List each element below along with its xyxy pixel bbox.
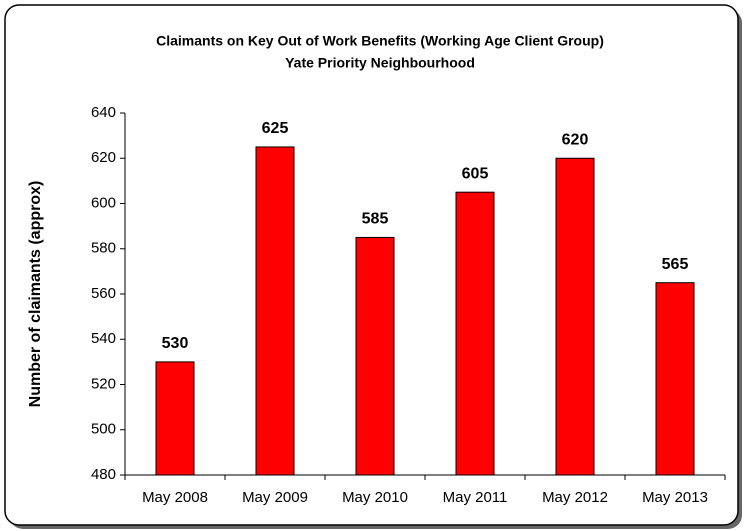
y-tick-label: 560 [91, 285, 116, 302]
bar [155, 361, 195, 476]
y-tick-label: 540 [91, 330, 116, 347]
y-tick-label: 500 [91, 421, 116, 438]
y-tick-label: 600 [91, 194, 116, 211]
x-tick-label: May 2013 [642, 489, 708, 506]
chart-subtitle: Yate Priority Neighbourhood [285, 55, 475, 71]
value-label: 605 [462, 165, 489, 182]
y-tick-label: 640 [91, 104, 116, 121]
value-label: 585 [362, 211, 389, 228]
value-label: 565 [662, 256, 689, 273]
bar [555, 157, 595, 476]
value-label: 530 [162, 335, 189, 352]
value-label: 620 [562, 131, 589, 148]
x-tick-label: May 2008 [142, 489, 208, 506]
value-label: 625 [262, 120, 289, 137]
y-tick-label: 620 [91, 149, 116, 166]
x-tick-label: May 2012 [542, 489, 608, 506]
y-axis-label: Number of claimants (approx) [27, 181, 44, 408]
bar [455, 191, 495, 476]
y-tick-label: 480 [91, 466, 116, 483]
bar [255, 146, 295, 476]
x-tick-label: May 2011 [443, 489, 508, 506]
y-tick-label: 580 [91, 240, 116, 257]
x-tick-label: May 2010 [342, 489, 408, 506]
chart-title: Claimants on Key Out of Work Benefits (W… [156, 33, 604, 49]
bar [655, 282, 695, 476]
bar [355, 236, 395, 476]
x-tick-label: May 2009 [242, 489, 308, 506]
y-tick-label: 520 [91, 375, 116, 392]
